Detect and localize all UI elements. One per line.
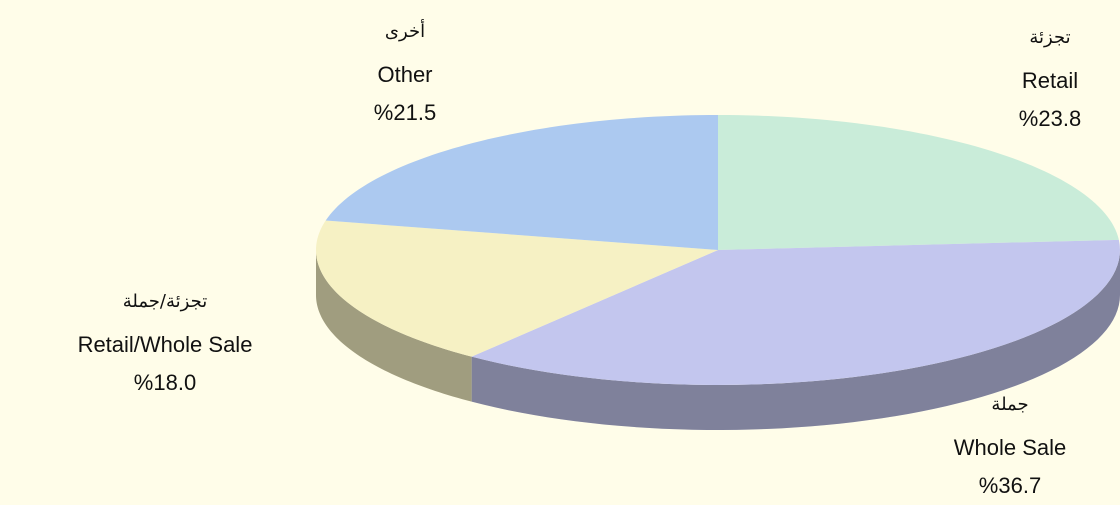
slice-side bbox=[471, 250, 1120, 430]
label: Whole Sale bbox=[954, 435, 1067, 460]
value-label: %21.5 bbox=[374, 100, 436, 125]
label-ar: أخرى bbox=[385, 19, 425, 42]
label: Retail bbox=[1022, 68, 1078, 93]
slice-side bbox=[316, 250, 472, 402]
value-label: %36.7 bbox=[979, 473, 1041, 498]
slice-side-shade bbox=[316, 250, 472, 402]
label-ar: تجزئة bbox=[1029, 27, 1070, 48]
slice bbox=[718, 115, 1119, 250]
label-ar: جملة bbox=[991, 394, 1028, 415]
slice bbox=[471, 239, 1120, 385]
slice bbox=[316, 220, 718, 357]
value-label: %23.8 bbox=[1019, 106, 1081, 131]
value-label: %18.0 bbox=[134, 370, 196, 395]
slice-side-shade bbox=[471, 250, 1120, 430]
label: Other bbox=[377, 62, 432, 87]
slice bbox=[325, 115, 718, 250]
label: Retail/Whole Sale bbox=[78, 332, 253, 357]
label-ar: تجزئة/جملة bbox=[123, 291, 207, 312]
